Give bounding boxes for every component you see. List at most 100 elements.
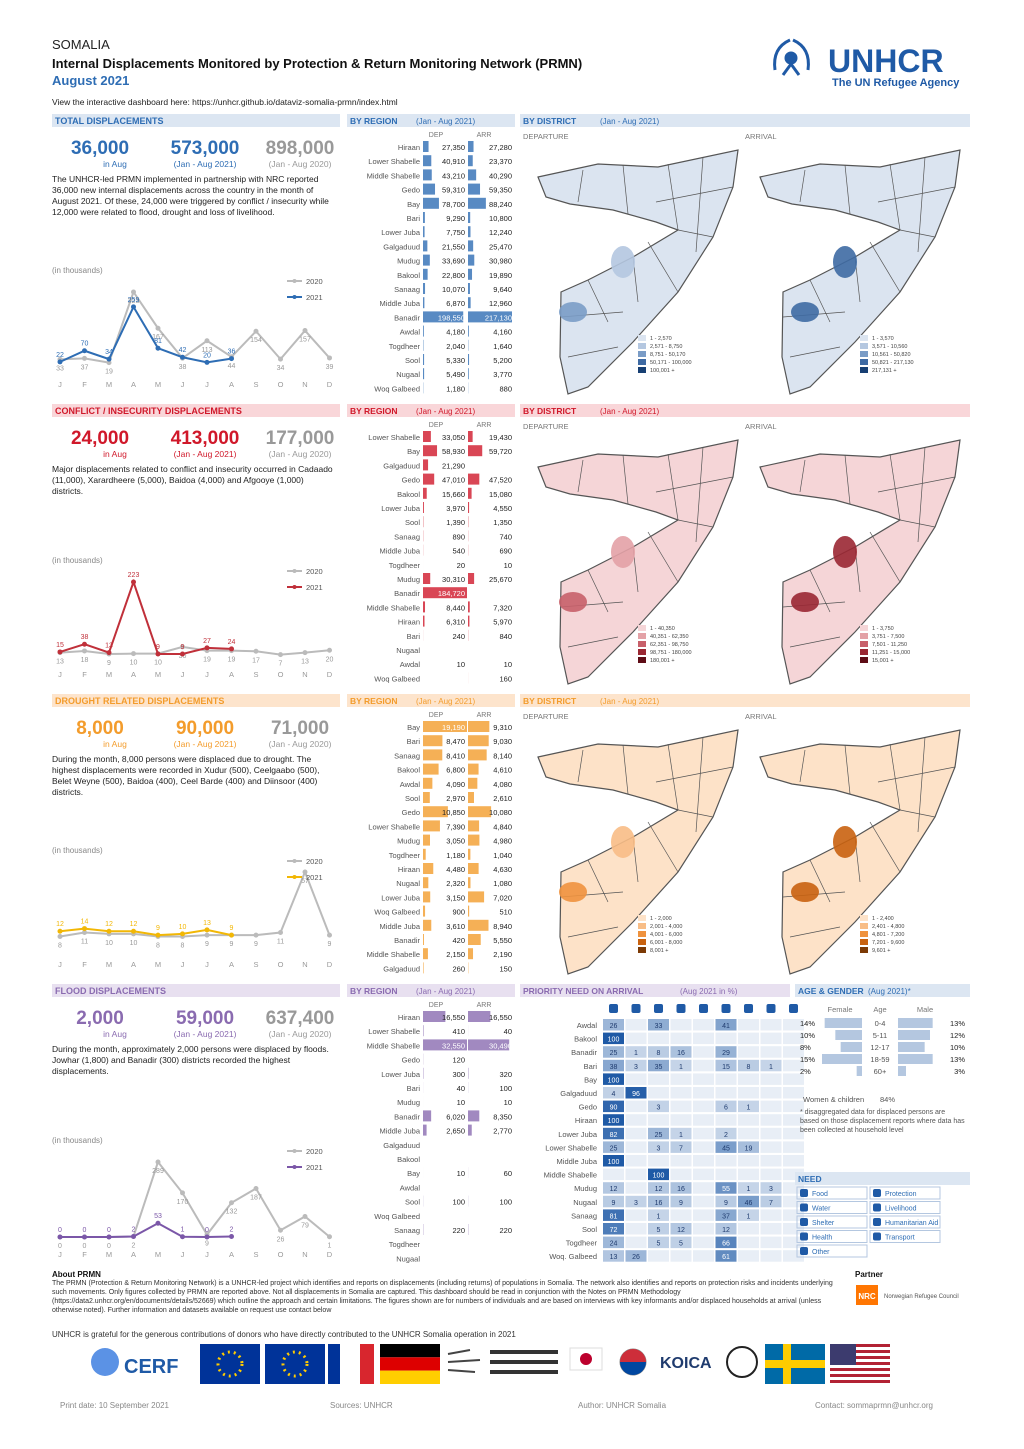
dep-bar <box>423 863 434 874</box>
dep-label: 2,320 <box>446 879 465 888</box>
dep-header: DEP <box>429 422 444 429</box>
region-name: Lower Juba <box>381 893 421 902</box>
arr-bar <box>468 573 475 584</box>
point <box>106 650 112 656</box>
region-name: Nugaal <box>396 646 420 655</box>
point <box>302 1213 308 1219</box>
need-cell <box>603 1209 624 1221</box>
month-label: O <box>278 1250 284 1259</box>
arr-label: 19,890 <box>489 271 512 280</box>
need-cell-empty <box>783 1209 804 1221</box>
region-name: Bakool <box>397 766 420 775</box>
need-legend-label: Protection <box>885 1191 917 1198</box>
data-label: 0 <box>205 1227 209 1234</box>
arr-label: 4,080 <box>493 780 512 789</box>
point <box>327 1234 332 1240</box>
need-value: 5 <box>679 1241 683 1248</box>
need-cell-empty <box>783 1114 804 1126</box>
need-value: 5 <box>657 1227 661 1234</box>
legend-range: 4,801 - 7,200 <box>872 932 904 938</box>
print-date: Print date: 10 September 2021 <box>60 1401 170 1410</box>
region-period: (Jan - Aug 2021) <box>416 117 475 126</box>
need-cell-empty <box>648 1032 669 1045</box>
region-name: Woq Galbeed <box>374 1212 420 1221</box>
data-label: 10 <box>105 940 113 947</box>
month-label: J <box>181 380 185 389</box>
legend-dot <box>292 585 297 589</box>
dep-bar <box>423 806 448 818</box>
cerf-logo: CERF <box>124 1356 178 1378</box>
dep-header: DEP <box>429 132 444 139</box>
arr-bar <box>468 1011 491 1022</box>
need-cell <box>715 1127 737 1140</box>
need-value: 100 <box>608 1118 620 1125</box>
region-name: Gedo <box>402 808 420 817</box>
legend-swatch <box>638 641 646 647</box>
legend-swatch <box>860 657 868 663</box>
legend-dot <box>292 1149 297 1153</box>
series-line <box>59 289 331 364</box>
section-bar <box>52 694 340 707</box>
data-label: 8 <box>181 942 185 949</box>
need-cell <box>625 1087 647 1099</box>
need-cell-empty <box>603 1168 624 1181</box>
map-hotspot <box>791 592 819 612</box>
map-arrival <box>759 439 961 685</box>
arr-label: 1,080 <box>493 879 512 888</box>
need-cell <box>625 1059 647 1072</box>
need-icon <box>744 1004 753 1013</box>
data-label: 9 <box>230 941 234 948</box>
month-label: D <box>327 380 333 389</box>
need-cell <box>670 1046 692 1058</box>
need-cell <box>603 1032 624 1045</box>
section-title: TOTAL DISPLACEMENTS <box>55 116 164 126</box>
section-bar <box>520 984 790 997</box>
legend-range: 8,751 - 50,170 <box>650 352 685 358</box>
need-cell <box>670 1141 692 1153</box>
need-legend-box <box>796 1201 868 1214</box>
region-name: Middle Juba <box>380 1127 421 1136</box>
data-label: 26 <box>277 1236 285 1243</box>
region-name: Lower Juba <box>381 504 421 513</box>
region-name: Bari <box>407 1084 421 1093</box>
legend-dot <box>292 569 297 573</box>
data-label: 167 <box>152 334 164 341</box>
dep-bar <box>423 1110 432 1122</box>
section-bar <box>52 114 340 127</box>
dep-bar <box>423 962 424 974</box>
need-icon <box>721 1004 731 1013</box>
need-cell <box>625 1046 647 1058</box>
male-label: 10% <box>950 1043 965 1052</box>
point <box>229 356 234 362</box>
dep-label: 8,440 <box>446 603 465 612</box>
need-value: 66 <box>722 1241 730 1248</box>
data-label: 323 <box>128 298 140 305</box>
data-label: 12 <box>105 921 113 928</box>
month-label: A <box>131 380 136 389</box>
point <box>180 931 185 937</box>
need-cell <box>738 1195 759 1208</box>
region-name: Sool <box>405 356 420 365</box>
arr-bar <box>468 325 469 337</box>
need-cell-empty <box>760 1046 782 1058</box>
dep-bar <box>423 445 438 457</box>
month-label: M <box>106 960 112 969</box>
trend-chart: (in thousands) J F M A M J J A S O N D 2020 13 18 9 10 10 3… <box>52 556 333 679</box>
need-cell-empty <box>670 1155 692 1167</box>
need-cell <box>603 1019 624 1031</box>
arr-label: 10 <box>504 561 512 570</box>
arr-label: 10,080 <box>489 808 512 817</box>
need-region: Banadir <box>571 1048 597 1057</box>
month-label: J <box>205 1250 209 1259</box>
arr-bar <box>468 948 474 960</box>
month-label: F <box>82 380 87 389</box>
dep-label: 15,660 <box>442 490 465 499</box>
dep-label: 120 <box>452 1056 465 1065</box>
legend-range: 1 - 3,570 <box>872 336 894 342</box>
arr-bar <box>468 848 471 860</box>
need-cell-empty <box>760 1236 782 1249</box>
need-cell-empty <box>693 1059 714 1072</box>
nrc-logo <box>856 1285 878 1305</box>
need-region: Bay <box>584 1075 597 1084</box>
dep-label: 40,910 <box>442 157 465 166</box>
